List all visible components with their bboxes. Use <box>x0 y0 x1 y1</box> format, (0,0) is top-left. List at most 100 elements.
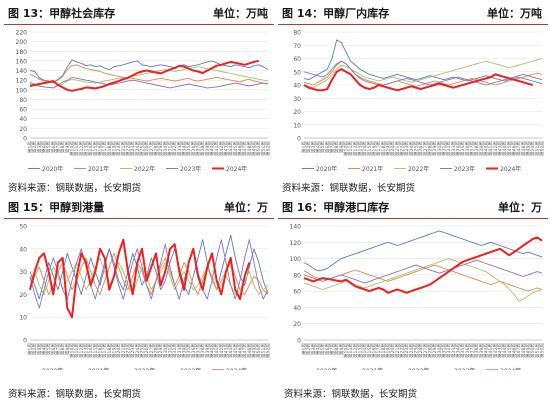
x-tick-label: 第28周 <box>427 141 434 156</box>
x-tick-label: 第16周 <box>97 141 104 156</box>
x-tick-label: 第15周 <box>92 343 99 358</box>
x-tick-label: 第45周 <box>506 141 513 156</box>
x-tick-label: 第43周 <box>223 141 230 156</box>
x-tick-label: 第20周 <box>389 343 396 358</box>
y-tick-label: 0 <box>23 338 27 345</box>
x-tick-label: 第14周 <box>361 141 368 156</box>
chart-source: 资料来源：钢联数据，长安期货 <box>282 183 416 194</box>
y-tick-label: 40 <box>293 83 301 90</box>
x-tick-label: 第52周 <box>539 141 546 156</box>
x-tick-label: 第17周 <box>101 141 108 156</box>
y-tick-label: 80 <box>19 97 27 104</box>
x-tick-label: 第16周 <box>371 343 378 358</box>
x-tick-label: 第25周 <box>413 141 420 156</box>
legend-label: 2020年 <box>316 165 337 173</box>
x-tick-label: 第50周 <box>529 141 536 156</box>
x-tick-label: 第5周 <box>319 343 326 356</box>
x-tick-label: 第31周 <box>167 141 174 156</box>
series-line-2024年 <box>29 238 251 319</box>
legend-label: 2024年 <box>500 165 521 173</box>
y-tick-label: 20 <box>293 109 301 116</box>
y-tick-label: 60 <box>293 56 301 63</box>
x-tick-label: 第10周 <box>69 343 76 358</box>
y-tick-label: 120 <box>290 240 302 247</box>
y-tick-label: 10 <box>293 122 301 129</box>
y-tick-label: 60 <box>293 289 301 296</box>
x-tick-label: 第38周 <box>199 141 206 156</box>
legend-label: 2024年 <box>226 367 247 370</box>
x-tick-label: 第24周 <box>408 141 415 156</box>
x-tick-label: 第46周 <box>511 343 518 358</box>
x-tick-label: 第9周 <box>64 141 71 154</box>
x-tick-label: 第41周 <box>487 343 494 358</box>
x-tick-label: 第35周 <box>459 141 466 156</box>
x-tick-label: 第33周 <box>176 141 183 156</box>
x-tick-label: 第4周 <box>41 343 48 356</box>
series-line-2020年 <box>29 234 269 300</box>
legend-label: 2021年 <box>88 165 109 173</box>
y-tick-label: 0 <box>297 136 301 143</box>
x-tick-label: 第20周 <box>389 141 396 156</box>
series-line-2023年 <box>29 239 269 309</box>
x-tick-label: 第26周 <box>417 343 424 358</box>
x-tick-label: 第18周 <box>106 343 113 358</box>
x-tick-label: 第40周 <box>483 343 490 358</box>
x-tick-label: 第31周 <box>441 141 448 156</box>
legend-label: 2020年 <box>316 367 337 370</box>
y-tick-label: 70 <box>293 43 301 50</box>
legend-label: 2022年 <box>134 165 155 173</box>
y-tick-label: 10 <box>19 315 27 322</box>
x-tick-label: 第13周 <box>357 141 364 156</box>
x-tick-label: 第40周 <box>209 343 216 358</box>
x-tick-label: 第2周 <box>305 343 312 356</box>
chart-plot: 020406080100120140第1周 第2周 第3周 第4周 第5周 第6周 第7周第… <box>290 224 546 370</box>
x-tick-label: 第50周 <box>529 343 536 358</box>
x-tick-label: 第36周 <box>464 141 471 156</box>
x-tick-label: 第8周 <box>59 141 66 154</box>
x-tick-label: 第28周 <box>153 343 160 358</box>
x-tick-label: 第35周 <box>459 343 466 358</box>
x-tick-label: 第37周 <box>195 141 202 156</box>
x-tick-label: 第34周 <box>181 141 188 156</box>
chart-title: 图 15：甲醇到港量 <box>8 201 105 214</box>
chart-unit: 单位：万 <box>498 201 542 214</box>
x-tick-label: 第34周 <box>455 343 462 358</box>
x-tick-label: 第27周 <box>148 141 155 156</box>
x-tick-label: 第23周 <box>403 141 410 156</box>
x-tick-label: 第8周 <box>333 141 340 154</box>
x-tick-label: 第42周 <box>218 141 225 156</box>
x-tick-label: 第11周 <box>73 343 80 358</box>
x-tick-label: 第27周 <box>148 343 155 358</box>
x-tick-label: 第15周 <box>366 343 373 358</box>
x-tick-label: 第28周 <box>153 141 160 156</box>
chart-header: 图 16：甲醇港口库存 单位：万 <box>278 196 548 219</box>
chart-source: 资料来源：钢联数据，长安期货 <box>8 183 142 194</box>
x-tick-label: 第23周 <box>129 343 136 358</box>
x-tick-label: 第12周 <box>78 343 85 358</box>
x-tick-label: 第35周 <box>185 141 192 156</box>
x-tick-label: 第46周 <box>237 141 244 156</box>
x-tick-label: 第24周 <box>134 141 141 156</box>
x-tick-label: 第7周 <box>55 343 62 356</box>
x-tick-label: 第44周 <box>501 343 508 358</box>
y-tick-label: 100 <box>16 87 28 94</box>
x-tick-label: 第1周 <box>27 141 34 154</box>
legend-label: 2020年 <box>42 165 63 173</box>
x-tick-label: 第24周 <box>134 343 141 358</box>
chart-source: 资料来源：钢联数据，长安期货 <box>8 389 142 400</box>
x-tick-label: 第15周 <box>92 141 99 156</box>
x-tick-label: 第50周 <box>255 141 262 156</box>
y-tick-label: 60 <box>19 107 27 114</box>
y-tick-label: 20 <box>19 126 27 133</box>
x-tick-label: 第29周 <box>157 141 164 156</box>
series-line-2020年 <box>303 230 543 272</box>
chart-title: 图 14：甲醇厂内库存 <box>282 7 390 20</box>
x-tick-label: 第5周 <box>319 141 326 154</box>
x-tick-label: 第51周 <box>260 141 267 156</box>
series-line-2021年 <box>303 264 543 292</box>
x-tick-label: 第21周 <box>120 343 127 358</box>
x-tick-label: 第47周 <box>515 343 522 358</box>
x-tick-label: 第7周 <box>329 343 336 356</box>
y-tick-label: 40 <box>293 305 301 312</box>
